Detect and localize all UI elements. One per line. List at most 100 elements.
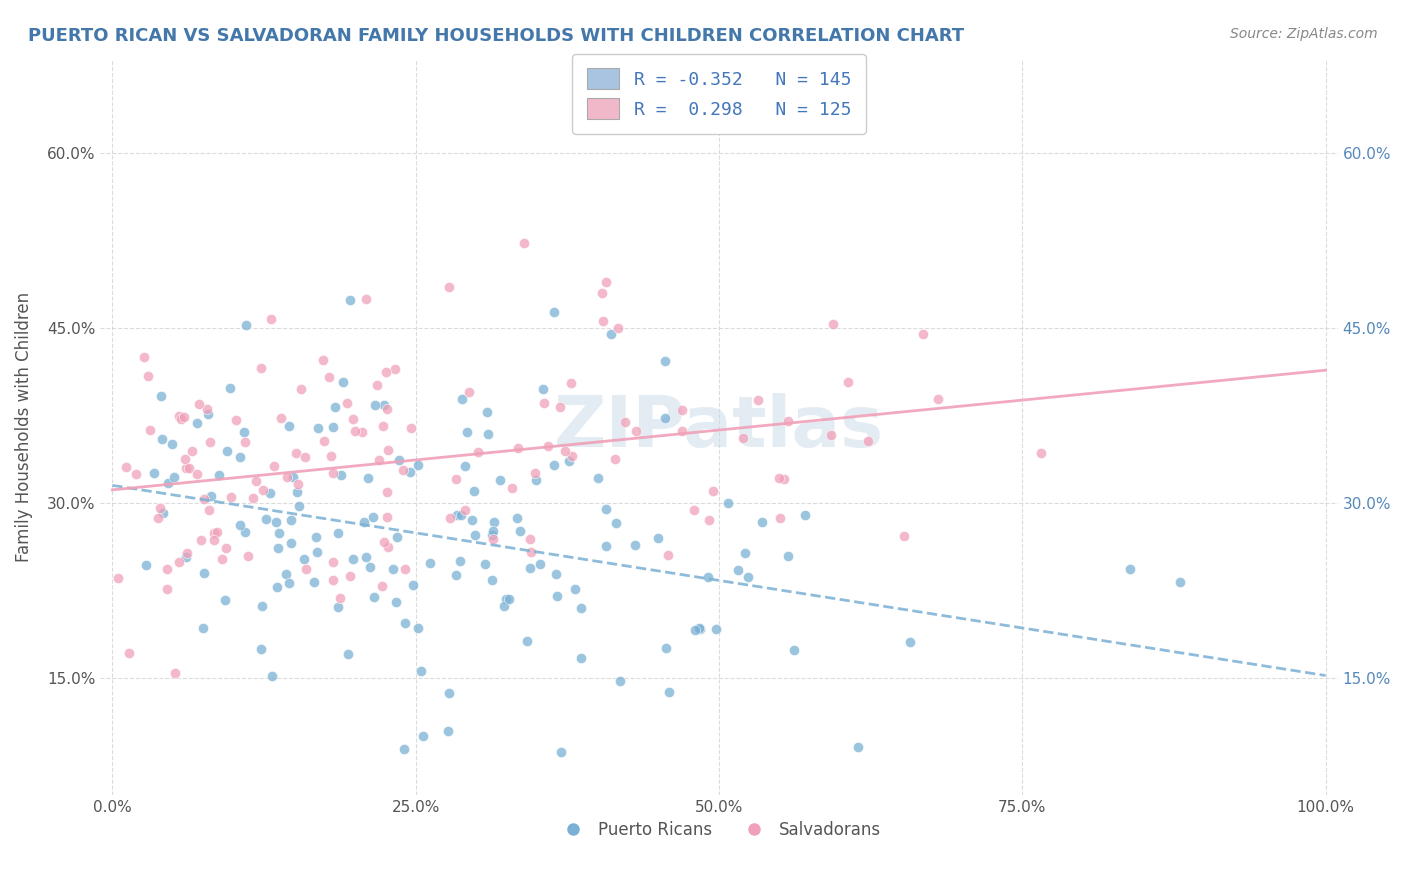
Point [406,621,429,635]
Point [285,446,308,460]
Point [524,473,547,487]
Point [482,524,505,538]
Point [221,491,243,505]
Point [394,616,416,631]
Point [437,723,460,738]
Point [233,524,256,539]
Point [205,524,228,539]
Point [846,740,869,755]
Point [354,550,377,565]
Point [586,471,609,485]
Point [200,435,222,450]
Point [318,369,340,384]
Point [655,640,678,655]
Point [399,465,422,479]
Point [561,449,583,463]
Text: Source: ZipAtlas.com: Source: ZipAtlas.com [1230,27,1378,41]
Point [778,549,800,563]
Point [139,423,162,437]
Point [285,484,308,499]
Point [769,511,792,525]
Point [450,392,472,406]
Point [176,545,198,559]
Point [706,622,728,636]
Point [488,473,510,487]
Point [599,326,621,341]
Point [595,275,617,289]
Point [304,529,326,543]
Point [202,533,225,548]
Point [326,599,349,614]
Point [446,508,468,522]
Point [186,417,208,431]
Point [554,443,576,458]
Point [263,459,285,474]
Point [717,496,740,510]
Point [336,396,359,410]
Point [350,425,373,439]
Point [170,411,193,425]
Point [329,591,352,605]
Point [245,474,267,488]
Point [529,557,551,571]
Point [475,405,498,419]
Point [215,541,238,555]
Point [385,530,408,544]
Point [402,577,425,591]
Point [647,531,669,545]
Point [254,512,277,526]
Point [156,561,179,575]
Point [371,579,394,593]
Point [463,483,485,498]
Point [373,534,395,549]
Point [211,552,233,566]
Point [180,444,202,458]
Point [437,280,460,294]
Point [569,600,592,615]
Point [437,685,460,699]
Point [509,524,531,538]
Point [260,312,283,326]
Point [179,460,201,475]
Point [381,562,404,576]
Point [225,412,247,426]
Point [454,503,477,517]
Point [167,555,190,569]
Point [921,814,943,829]
Point [235,434,257,449]
Point [444,473,467,487]
Point [280,536,302,550]
Point [654,354,676,368]
Point [174,451,197,466]
Point [197,402,219,417]
Point [533,382,555,396]
Point [474,557,496,571]
Point [322,466,344,480]
Point [375,509,398,524]
Point [392,463,415,477]
Point [689,622,711,636]
Point [229,518,252,533]
Point [776,414,799,428]
Point [321,449,343,463]
Point [107,571,129,585]
Point [214,593,236,607]
Point [329,468,352,483]
Point [519,532,541,546]
Point [603,452,626,467]
Point [794,508,817,523]
Point [394,742,416,756]
Point [747,392,769,407]
Point [276,470,298,484]
Point [322,573,344,587]
Point [727,564,749,578]
Point [453,459,475,474]
Point [481,573,503,587]
Point [373,398,395,412]
Point [292,551,315,566]
Point [290,382,312,396]
Point [444,568,467,582]
Point [295,562,318,576]
Point [697,513,720,527]
Point [125,467,148,481]
